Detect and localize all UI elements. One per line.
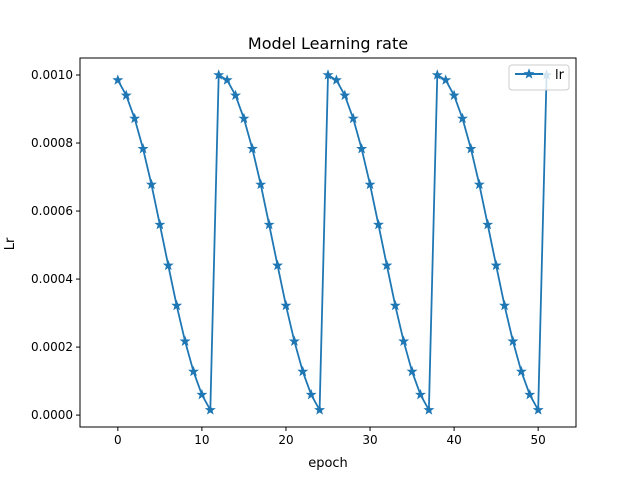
x-tick-label: 10 <box>194 433 209 447</box>
legend-marker-lr <box>523 68 535 79</box>
data-point-marker <box>347 112 359 124</box>
data-point-marker <box>389 299 401 311</box>
data-point-marker <box>255 178 267 190</box>
data-point-marker <box>213 69 225 80</box>
data-point-marker <box>112 74 124 85</box>
data-point-marker <box>431 69 443 80</box>
y-tick-label: 0.0008 <box>31 136 73 150</box>
y-tick-label: 0.0002 <box>31 340 73 354</box>
data-point-marker <box>381 259 393 271</box>
data-point-marker <box>162 259 174 271</box>
data-point-marker <box>305 388 317 400</box>
data-point-marker <box>507 335 519 346</box>
data-point-marker <box>330 74 342 85</box>
data-point-marker <box>532 404 544 415</box>
data-point-marker <box>423 404 435 415</box>
plot-frame <box>79 57 577 428</box>
legend-label-lr: lr <box>555 68 565 83</box>
data-point-marker <box>372 218 384 230</box>
y-tick-label: 0.0006 <box>31 204 73 218</box>
x-tick-label: 40 <box>446 433 461 447</box>
y-axis-label: Lr <box>3 237 18 250</box>
data-point-marker <box>364 178 376 190</box>
data-point-marker <box>482 218 494 230</box>
data-point-marker <box>322 69 334 80</box>
x-tick-label: 20 <box>278 433 293 447</box>
data-point-marker <box>129 112 141 124</box>
x-tick-label: 0 <box>114 433 122 447</box>
series-line-lr <box>117 74 548 411</box>
data-point-marker <box>263 218 275 230</box>
data-point-marker <box>356 143 368 154</box>
y-tick-label: 0.0000 <box>31 408 73 422</box>
chart-title: Model Learning rate <box>248 34 408 53</box>
data-point-marker <box>473 178 485 190</box>
data-point-marker <box>406 365 418 377</box>
x-axis-label: epoch <box>308 456 348 471</box>
data-point-marker <box>204 404 216 415</box>
data-point-marker <box>221 74 233 85</box>
data-point-marker <box>179 335 191 346</box>
data-point-marker <box>414 388 426 400</box>
data-point-marker <box>524 388 536 400</box>
data-point-marker <box>448 89 460 101</box>
x-tick-label: 30 <box>362 433 377 447</box>
data-point-marker <box>314 404 326 415</box>
data-point-marker <box>238 112 250 124</box>
data-point-marker <box>457 112 468 124</box>
data-point-marker <box>120 89 132 101</box>
data-point-marker <box>171 299 183 311</box>
data-point-marker <box>465 143 477 154</box>
legend: lr <box>508 64 570 91</box>
y-tick-label: 0.0004 <box>31 272 73 286</box>
data-point-marker <box>490 259 502 271</box>
data-point-marker <box>246 143 258 154</box>
data-point-marker <box>280 299 292 311</box>
data-point-marker <box>288 335 300 346</box>
data-point-marker <box>272 259 284 271</box>
data-point-marker <box>137 143 149 154</box>
data-point-marker <box>398 335 410 346</box>
data-point-marker <box>499 299 511 311</box>
x-axis-ticks: 0 10 20 30 40 50 <box>114 427 546 447</box>
data-point-marker <box>188 365 199 377</box>
legend-box <box>508 64 570 91</box>
data-point-marker <box>440 74 452 85</box>
data-point-marker <box>339 89 351 101</box>
data-point-marker <box>145 178 157 190</box>
data-point-marker <box>154 218 166 230</box>
y-tick-label: 0.0010 <box>31 68 73 82</box>
data-point-marker <box>230 89 242 101</box>
data-point-marker <box>196 388 208 400</box>
y-axis-ticks: 0.0000 0.0002 0.0004 0.0006 0.0008 0.0010 <box>31 68 80 422</box>
data-point-marker <box>297 365 309 377</box>
x-tick-label: 50 <box>531 433 546 447</box>
data-point-marker <box>515 365 527 377</box>
